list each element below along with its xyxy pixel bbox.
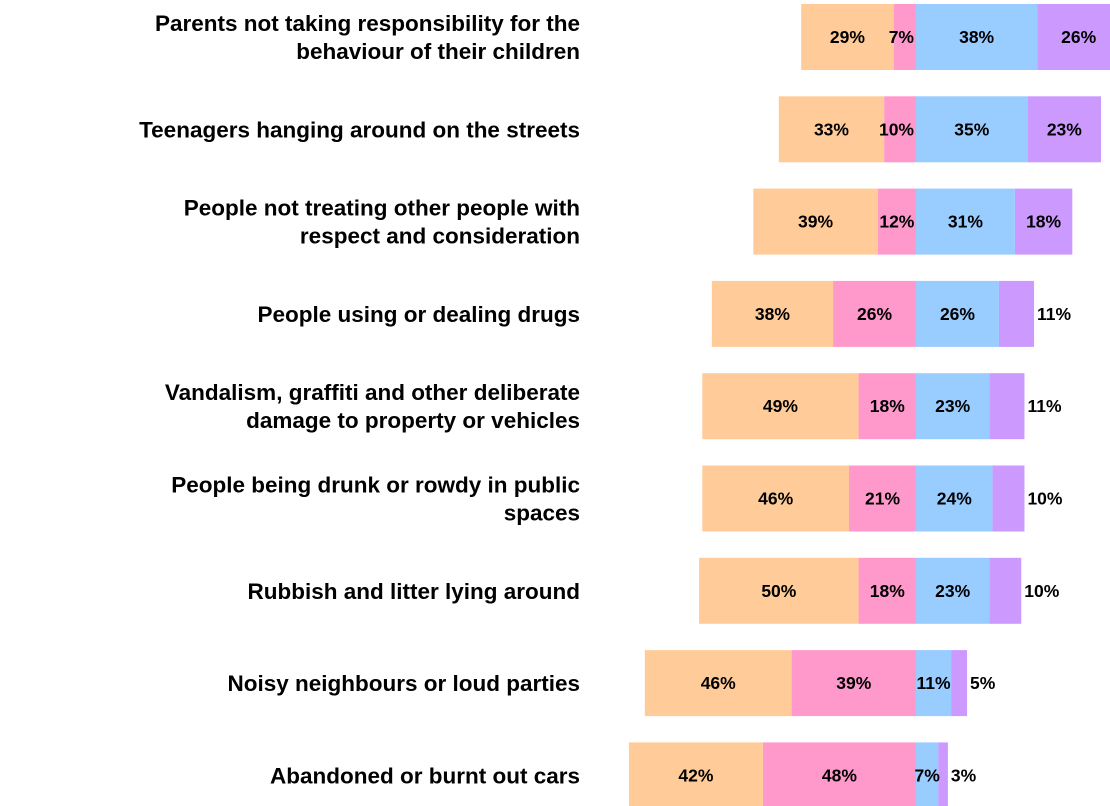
bar-segment	[711, 280, 834, 347]
bar-segment	[951, 650, 968, 717]
data-label: 23%	[1047, 119, 1082, 139]
bar-segment	[916, 373, 990, 440]
data-label: 38%	[959, 27, 994, 47]
bar-segment	[778, 96, 885, 163]
category-label: People not treating other people with	[184, 196, 580, 221]
data-label: 48%	[822, 765, 857, 785]
bar-segment	[916, 650, 952, 717]
data-label: 18%	[870, 581, 905, 601]
data-label: 35%	[954, 119, 989, 139]
data-label: 23%	[935, 396, 970, 416]
bar-segment	[801, 4, 894, 70]
category-label: spaces	[504, 501, 580, 526]
bar-segment	[916, 280, 999, 347]
bar-segment	[989, 373, 1025, 440]
bar-segment	[702, 465, 850, 532]
category-label: Abandoned or burnt out cars	[270, 763, 580, 788]
bar-segment	[1014, 188, 1073, 255]
category-label: People being drunk or rowdy in public	[171, 473, 580, 498]
data-label: 39%	[836, 673, 871, 693]
category-label: Parents not taking responsibility for th…	[155, 11, 580, 36]
data-label: 18%	[1026, 212, 1061, 232]
bar-segment	[858, 373, 916, 440]
data-label: 11%	[917, 673, 951, 693]
bar-segment	[916, 188, 1015, 255]
bar-segment	[938, 742, 948, 806]
data-label: 3%	[951, 765, 977, 785]
bar-segment	[1027, 96, 1102, 163]
data-label: 26%	[940, 304, 975, 324]
data-label: 29%	[830, 27, 865, 47]
category-label: damage to property or vehicles	[246, 408, 580, 433]
category-label: People using or dealing drugs	[257, 302, 580, 327]
bar-segment	[916, 96, 1028, 163]
data-label: 46%	[758, 489, 793, 509]
data-label: 26%	[857, 304, 892, 324]
bar-segment	[628, 742, 763, 806]
category-label: Rubbish and litter lying around	[247, 579, 580, 604]
data-label: 10%	[1027, 489, 1062, 509]
bar-segment	[916, 465, 993, 532]
bar-segment	[858, 557, 916, 624]
bar-segment	[992, 465, 1025, 532]
data-label: 11%	[1037, 304, 1071, 324]
category-label: respect and consideration	[300, 224, 580, 249]
bar-segment	[762, 742, 916, 806]
bar-segment	[916, 557, 990, 624]
data-label: 24%	[937, 489, 972, 509]
data-label: 10%	[1024, 581, 1059, 601]
data-label: 21%	[865, 489, 900, 509]
data-label: 33%	[814, 119, 849, 139]
category-label: Vandalism, graffiti and other deliberate	[165, 380, 580, 405]
bar-segment	[998, 280, 1035, 347]
data-label: 38%	[755, 304, 790, 324]
data-label: 5%	[970, 673, 996, 693]
bar-segment	[893, 4, 916, 70]
data-label: 23%	[935, 581, 970, 601]
data-label: 11%	[1027, 396, 1061, 416]
bar-segment	[849, 465, 916, 532]
bar-segment	[989, 557, 1022, 624]
bar-segment	[644, 650, 792, 717]
data-label: 31%	[948, 212, 983, 232]
category-label: behaviour of their children	[296, 39, 580, 64]
bar-segment	[791, 650, 916, 717]
data-label: 7%	[915, 765, 941, 785]
bar-segment	[833, 280, 916, 347]
data-label: 18%	[870, 396, 905, 416]
data-label: 42%	[678, 765, 713, 785]
data-label: 7%	[889, 27, 915, 47]
category-label: Noisy neighbours or loud parties	[227, 671, 580, 696]
category-label: Teenagers hanging around on the streets	[139, 117, 580, 142]
data-label: 50%	[761, 581, 796, 601]
bar-segment	[916, 742, 939, 806]
data-label: 46%	[701, 673, 736, 693]
bar-segment	[702, 373, 859, 440]
data-label: 39%	[798, 212, 833, 232]
bar-segment	[877, 188, 916, 255]
bar-segment	[699, 557, 859, 624]
bar-segment	[916, 4, 1038, 70]
data-label: 12%	[879, 212, 914, 232]
data-label: 26%	[1061, 27, 1096, 47]
data-label: 49%	[763, 396, 798, 416]
bar-segment	[753, 188, 878, 255]
bar-segment	[884, 96, 916, 163]
data-label: 10%	[879, 119, 914, 139]
bar-segment	[1037, 4, 1110, 70]
